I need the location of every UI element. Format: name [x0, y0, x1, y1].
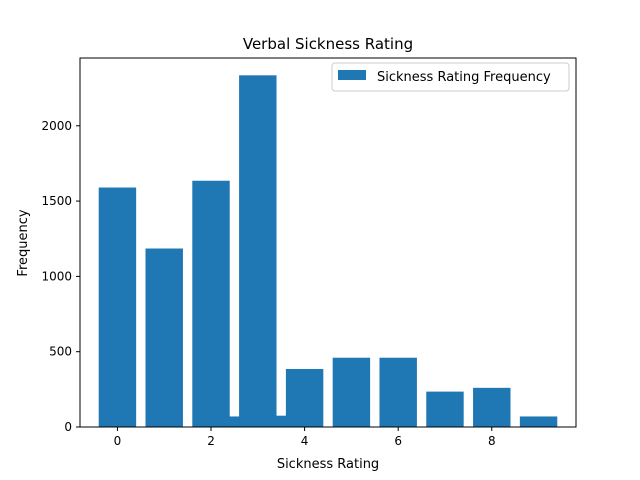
legend: Sickness Rating Frequency [331, 62, 570, 92]
x-tick-label: 6 [394, 434, 402, 448]
x-axis-ticks: 0 2 4 6 8 [114, 427, 496, 448]
legend-label: Sickness Rating Frequency [377, 70, 551, 85]
legend-swatch [338, 70, 366, 80]
bar-8 [473, 387, 511, 427]
bars-group [98, 75, 558, 427]
bar-2-5 [215, 416, 254, 427]
y-axis-ticks: 0 500 1000 1500 2000 [41, 119, 80, 434]
y-tick-label: 1000 [41, 269, 72, 283]
x-tick-label: 0 [114, 434, 122, 448]
y-tick-label: 0 [64, 420, 72, 434]
x-tick-label: 2 [207, 434, 215, 448]
y-tick-label: 1500 [41, 194, 72, 208]
bar-2 [192, 180, 230, 427]
x-axis-label: Sickness Rating [277, 457, 379, 472]
axes-frame [79, 57, 577, 428]
bar-0 [98, 187, 137, 427]
legend-box [331, 62, 570, 92]
y-axis-label: Frequency [16, 209, 31, 276]
y-tick-label: 500 [49, 345, 72, 359]
x-tick-label: 8 [488, 434, 496, 448]
plot-area: 0 2 4 6 8 0 500 1000 1500 2000 [41, 57, 577, 448]
bar-7 [426, 391, 464, 427]
bar-6 [379, 357, 417, 427]
bar-5 [332, 357, 371, 427]
x-tick-label: 4 [301, 434, 309, 448]
bar-9 [519, 416, 558, 427]
bar-4 [285, 369, 324, 427]
bar-3 [239, 75, 277, 427]
y-tick-label: 2000 [41, 119, 72, 133]
bar-1 [145, 248, 183, 427]
bar-3-5 [262, 415, 300, 427]
chart-title: Verbal Sickness Rating [243, 35, 413, 53]
